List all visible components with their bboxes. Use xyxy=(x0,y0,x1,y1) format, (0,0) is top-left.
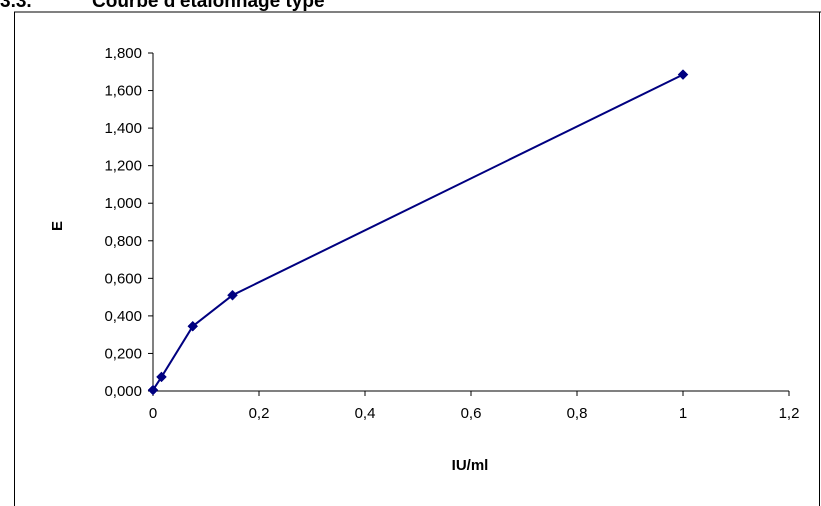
y-tick-label: 1,200 xyxy=(104,158,142,175)
series-line xyxy=(152,73,684,391)
x-tick-label: 0,4 xyxy=(355,405,376,422)
x-tick-label: 0,8 xyxy=(567,405,588,422)
y-tick-label: 0,600 xyxy=(104,270,142,287)
y-tick-label: 1,000 xyxy=(104,195,142,212)
x-tick-label: 1 xyxy=(679,405,687,422)
x-axis: 0 0,2 0,4 0,6 0,8 1 1,2 xyxy=(149,390,800,422)
y-tick-label: 0,800 xyxy=(104,233,142,250)
y-axis-title: E xyxy=(49,221,66,231)
section-number: 3.3. xyxy=(0,0,32,12)
data-point xyxy=(227,289,238,301)
data-point xyxy=(147,384,159,396)
y-axis: 0,000 0,200 0,400 0,600 0,800 1,000 1,200 1,400… xyxy=(104,45,154,400)
data-point xyxy=(187,320,199,332)
y-tick-label: 1,600 xyxy=(104,83,142,100)
data-point xyxy=(677,69,689,80)
y-tick-label: 1,800 xyxy=(104,45,142,62)
section-heading: 3.3. Courbe d'étalonnage type xyxy=(0,0,325,13)
y-tick-label: 1,400 xyxy=(104,120,142,137)
x-tick-label: 1,2 xyxy=(779,405,800,422)
section-title: Courbe d'étalonnage type xyxy=(92,0,325,12)
y-tick-label: 0,400 xyxy=(104,308,142,325)
x-tick-label: 0,2 xyxy=(249,405,270,422)
y-tick-label: 0,000 xyxy=(104,383,142,400)
x-axis-title: IU/ml xyxy=(452,457,489,474)
y-tick-label: 0,200 xyxy=(104,345,142,362)
data-point xyxy=(156,371,167,383)
x-tick-label: 0 xyxy=(149,405,157,422)
x-tick-label: 0,6 xyxy=(461,405,482,422)
data-series xyxy=(147,69,689,396)
